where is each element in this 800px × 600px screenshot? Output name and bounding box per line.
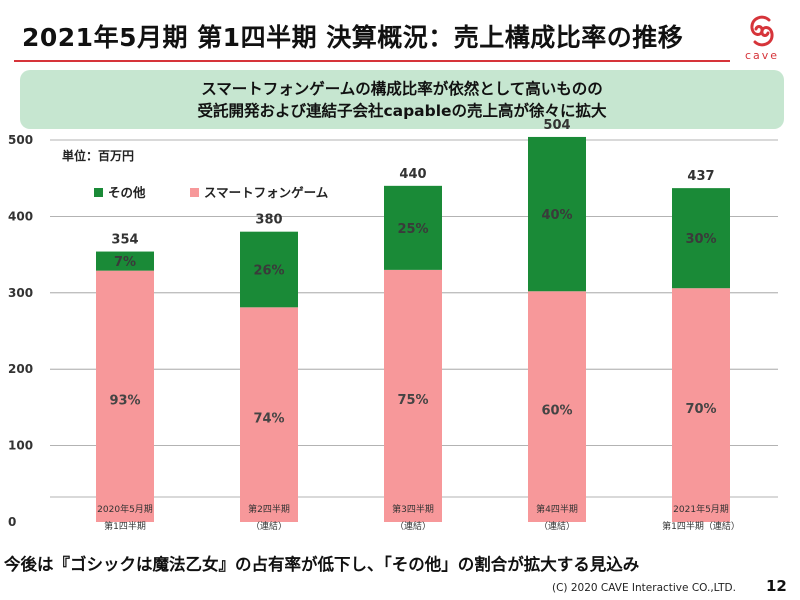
cave-logo-icon bbox=[750, 15, 774, 47]
bar-smartphone bbox=[528, 291, 586, 522]
data-label-smartphone: 75% bbox=[397, 393, 428, 408]
x-tick-label: 第4四半期 bbox=[536, 503, 578, 515]
bar-other bbox=[96, 251, 154, 271]
data-label-smartphone: 93% bbox=[109, 393, 140, 408]
x-tick-label-sub: 第1四半期（連結） bbox=[662, 520, 740, 532]
bar-smartphone bbox=[672, 288, 730, 522]
y-tick-label: 300 bbox=[8, 286, 33, 300]
x-tick-label: 2021年5月期 bbox=[673, 503, 729, 515]
y-tick-label: 400 bbox=[8, 209, 33, 223]
legend-swatch-smartphone bbox=[190, 188, 199, 197]
data-label-other: 7% bbox=[114, 255, 136, 270]
bar-smartphone bbox=[240, 307, 298, 522]
y-tick-label: 200 bbox=[8, 362, 33, 376]
bar-smartphone bbox=[96, 270, 154, 522]
total-label: 437 bbox=[687, 169, 714, 184]
data-label-smartphone: 60% bbox=[541, 404, 572, 419]
page-title: 2021年5月期 第1四半期 決算概況：売上構成比率の推移 bbox=[22, 23, 684, 52]
total-label: 440 bbox=[399, 167, 426, 182]
stacked-bar-chart: 93% 7% 354 74% 26% 380 75% 25% 440 60% 40% 504 70% 30… bbox=[8, 118, 778, 532]
y-tick-label: 500 bbox=[8, 133, 33, 147]
data-label-smartphone: 70% bbox=[685, 402, 716, 417]
bar-other bbox=[672, 188, 730, 289]
x-tick-label: 2020年5月期 bbox=[97, 503, 153, 515]
data-label-other: 30% bbox=[685, 232, 716, 247]
legend-label-smartphone: スマートフォンゲーム bbox=[204, 185, 329, 200]
cave-logo: cave bbox=[736, 14, 788, 68]
page-number: 12 bbox=[766, 577, 787, 595]
x-tick-label: 第2四半期 bbox=[248, 503, 290, 515]
data-label-other: 40% bbox=[541, 208, 572, 223]
bars: 93% 7% 354 74% 26% 380 75% 25% 440 60% 40% 504 70% 30… bbox=[96, 118, 730, 522]
legend-swatch-other bbox=[94, 188, 103, 197]
copyright: (C) 2020 CAVE Interactive CO.,LTD. bbox=[552, 582, 736, 594]
bar-other bbox=[528, 136, 586, 292]
total-label: 354 bbox=[111, 233, 138, 248]
banner-line-2: 受託開発および連結子会社capableの売上高が徐々に拡大 bbox=[197, 101, 607, 120]
bar-smartphone bbox=[384, 269, 442, 522]
data-label-other: 25% bbox=[397, 222, 428, 237]
bar-other bbox=[240, 231, 298, 308]
banner-line-1: スマートフォンゲームの構成比率が依然として高いものの bbox=[201, 79, 603, 98]
total-label: 504 bbox=[543, 118, 570, 133]
legend-label-other: その他 bbox=[108, 185, 146, 200]
title-divider bbox=[14, 60, 730, 62]
summary-banner: スマートフォンゲームの構成比率が依然として高いものの 受託開発および連結子会社c… bbox=[20, 70, 784, 129]
x-tick-label-sub: （連結） bbox=[251, 520, 287, 532]
outlook-note: 今後は『ゴシックは魔法乙女』の占有率が低下し、「その他」の割合が拡大する見込み bbox=[4, 555, 640, 574]
x-tick-label-sub: 第1四半期 bbox=[104, 520, 146, 532]
data-label-other: 26% bbox=[253, 263, 284, 278]
logo-wordmark: cave bbox=[744, 49, 780, 62]
unit-label: 単位：百万円 bbox=[62, 148, 134, 163]
x-tick-label-sub: （連結） bbox=[395, 520, 431, 532]
legend: その他 スマートフォンゲーム bbox=[94, 185, 329, 200]
total-label: 380 bbox=[255, 213, 282, 228]
data-label-smartphone: 74% bbox=[253, 412, 284, 427]
x-tick-label: 第3四半期 bbox=[392, 503, 434, 515]
y-tick-label: 0 bbox=[8, 515, 16, 529]
bar-other bbox=[384, 185, 442, 270]
x-tick-label-sub: （連結） bbox=[539, 520, 575, 532]
y-tick-label: 100 bbox=[8, 439, 33, 453]
